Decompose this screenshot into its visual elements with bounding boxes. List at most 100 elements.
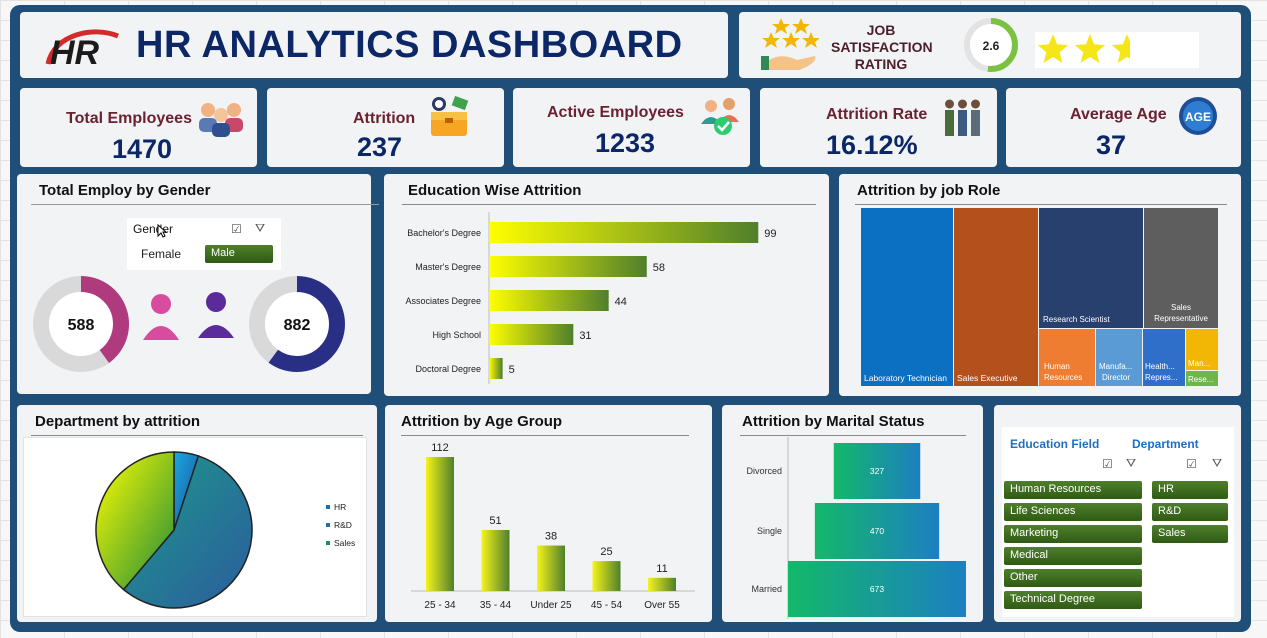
category-label: Single xyxy=(757,526,782,536)
job-role-treemap: Laboratory Technician Sales Executive Re… xyxy=(861,208,1218,386)
slicer-title: Gender xyxy=(133,222,174,236)
kpi-value: 1470 xyxy=(112,134,173,164)
treemap-cell-healthcare-representative: Health... Repres... xyxy=(1143,329,1185,386)
slicer-item-human-resources[interactable]: Human Resources xyxy=(1004,481,1142,499)
rating-star xyxy=(1037,34,1069,63)
data-label: 58 xyxy=(653,262,665,274)
kpi-value: 37 xyxy=(1096,130,1127,160)
clear-filter-icon[interactable]: ⛛ xyxy=(1212,456,1223,470)
slicer-title: Department xyxy=(1132,437,1199,451)
rating-star xyxy=(1185,34,1217,63)
category-label: Bachelor's Degree xyxy=(407,228,481,238)
category-label: 45 - 54 xyxy=(591,600,623,611)
slicers-panel: Education Field ☑ ⛛ Human Resources Life… xyxy=(994,405,1241,622)
female-donut-arc xyxy=(33,276,129,372)
data-label: 51 xyxy=(489,515,501,527)
bar xyxy=(426,457,454,591)
multi-select-icon[interactable]: ☑ xyxy=(1186,457,1197,471)
education-bar-chart: Bachelor's Degree 99 Master's Degree 58 Asso… xyxy=(405,212,777,384)
slicer-option-female[interactable]: Female xyxy=(141,247,182,261)
legend-label: R&D xyxy=(334,520,352,530)
slicer-title: Education Field xyxy=(1010,437,1100,451)
svg-text:Representative: Representative xyxy=(1154,314,1208,323)
gender-slicer[interactable]: Gender ☑ ⛛ Female Male xyxy=(127,218,281,270)
education-attrition-panel: Education Wise Attrition Bachelor's Degr… xyxy=(384,174,829,396)
female-icon xyxy=(143,294,179,340)
treemap-cell-laboratory-technician: Laboratory Technician xyxy=(861,208,953,386)
data-label: 31 xyxy=(579,330,591,342)
slicer-item-marketing[interactable]: Marketing xyxy=(1004,525,1142,543)
panel-title: Attrition by job Role xyxy=(857,182,1001,199)
gender-panel: Total Employ by Gender Gender ☑ ⛛ Female… xyxy=(17,174,379,394)
legend-swatch xyxy=(326,541,330,545)
treemap-cell-human-resources: Human Resources xyxy=(1039,329,1095,386)
data-label: 470 xyxy=(870,526,884,536)
kpi-attrition-rate: Attrition Rate 16.12% xyxy=(760,88,997,167)
kpi-label: Active Employees xyxy=(547,104,684,121)
people-rate-icon xyxy=(942,96,984,138)
svg-text:Resources: Resources xyxy=(1044,373,1082,382)
marital-panel: Attrition by Marital Status Divorced 327 S… xyxy=(722,405,983,622)
department-pie-chart: HR R&D Sales xyxy=(95,451,355,609)
panel-title: Total Employ by Gender xyxy=(39,182,211,199)
satisfaction-value: 2.6 xyxy=(983,39,1000,53)
title-card: HR HR ANALYTICS DASHBOARD xyxy=(20,12,728,78)
female-count: 588 xyxy=(68,317,95,334)
slicer-option-male[interactable]: Male xyxy=(205,245,273,263)
slicer-item-technical-degree[interactable]: Technical Degree xyxy=(1004,591,1142,609)
slicer-item-hr[interactable]: HR xyxy=(1152,481,1228,499)
bar xyxy=(489,222,759,243)
panel-title: Attrition by Age Group xyxy=(401,413,563,430)
kpi-label: Attrition Rate xyxy=(826,106,928,123)
title-divider xyxy=(740,435,966,436)
stars-hand-icon xyxy=(759,16,820,74)
satisfaction-gauge: 2.6 xyxy=(963,17,1019,73)
data-label: 5 xyxy=(509,364,515,376)
slicer-item-other[interactable]: Other xyxy=(1004,569,1142,587)
kpi-active-employees: Active Employees 1233 xyxy=(513,88,750,167)
bar xyxy=(489,358,503,379)
job-role-panel: Attrition by job Role Laboratory Technic… xyxy=(839,174,1241,396)
svg-text:AGE: AGE xyxy=(1185,110,1211,124)
multi-select-icon[interactable]: ☑ xyxy=(1102,457,1113,471)
clear-filter-icon[interactable]: ⛛ xyxy=(255,221,266,235)
gender-donuts: 588 882 xyxy=(33,276,345,372)
slicer-item-sales[interactable]: Sales xyxy=(1152,525,1228,543)
bar xyxy=(489,324,574,345)
multi-select-icon[interactable]: ☑ xyxy=(231,222,242,236)
slicer-item-rnd[interactable]: R&D xyxy=(1152,503,1228,521)
data-label: 11 xyxy=(656,563,667,575)
bar xyxy=(648,577,676,591)
treemap-cell-research-director: Rese... xyxy=(1186,371,1218,386)
rating-star xyxy=(1148,34,1180,63)
clear-filter-icon[interactable]: ⛛ xyxy=(1126,456,1137,470)
category-label: Master's Degree xyxy=(415,262,481,272)
kpi-value: 16.12% xyxy=(826,130,918,160)
star-rating xyxy=(1035,32,1217,68)
kpi-value: 237 xyxy=(357,132,403,162)
slicer-item-medical[interactable]: Medical xyxy=(1004,547,1142,565)
treemap-cell-manager: Man... xyxy=(1186,329,1218,370)
svg-text:Human: Human xyxy=(1044,362,1070,371)
slicer-item-life-sciences[interactable]: Life Sciences xyxy=(1004,503,1142,521)
bar xyxy=(489,290,609,311)
category-label: Associates Degree xyxy=(405,296,481,306)
category-label: 35 - 44 xyxy=(480,600,512,611)
svg-text:HR: HR xyxy=(50,34,100,72)
svg-text:Sales Executive: Sales Executive xyxy=(957,373,1018,383)
data-label: 44 xyxy=(615,296,627,308)
rating-star xyxy=(1111,34,1143,63)
svg-text:Sales: Sales xyxy=(1171,303,1191,312)
male-icon xyxy=(198,292,234,338)
category-label: Divorced xyxy=(746,466,782,476)
age-group-panel: Attrition by Age Group 112 25 - 34 51 35 - … xyxy=(385,405,712,622)
panel-title: Attrition by Marital Status xyxy=(742,413,925,430)
treemap-cell-manufacturing-director: Manufa... Director xyxy=(1096,329,1142,386)
department-slicer[interactable]: Department ☑ ⛛ HR R&D Sales xyxy=(1132,427,1234,617)
male-count: 882 xyxy=(284,317,311,334)
briefcase-icon xyxy=(427,95,471,138)
category-label: 25 - 34 xyxy=(424,600,456,611)
data-label: 25 xyxy=(600,546,612,558)
svg-text:Health...: Health... xyxy=(1145,362,1175,371)
education-field-slicer[interactable]: Education Field ☑ ⛛ Human Resources Life… xyxy=(1002,427,1152,617)
